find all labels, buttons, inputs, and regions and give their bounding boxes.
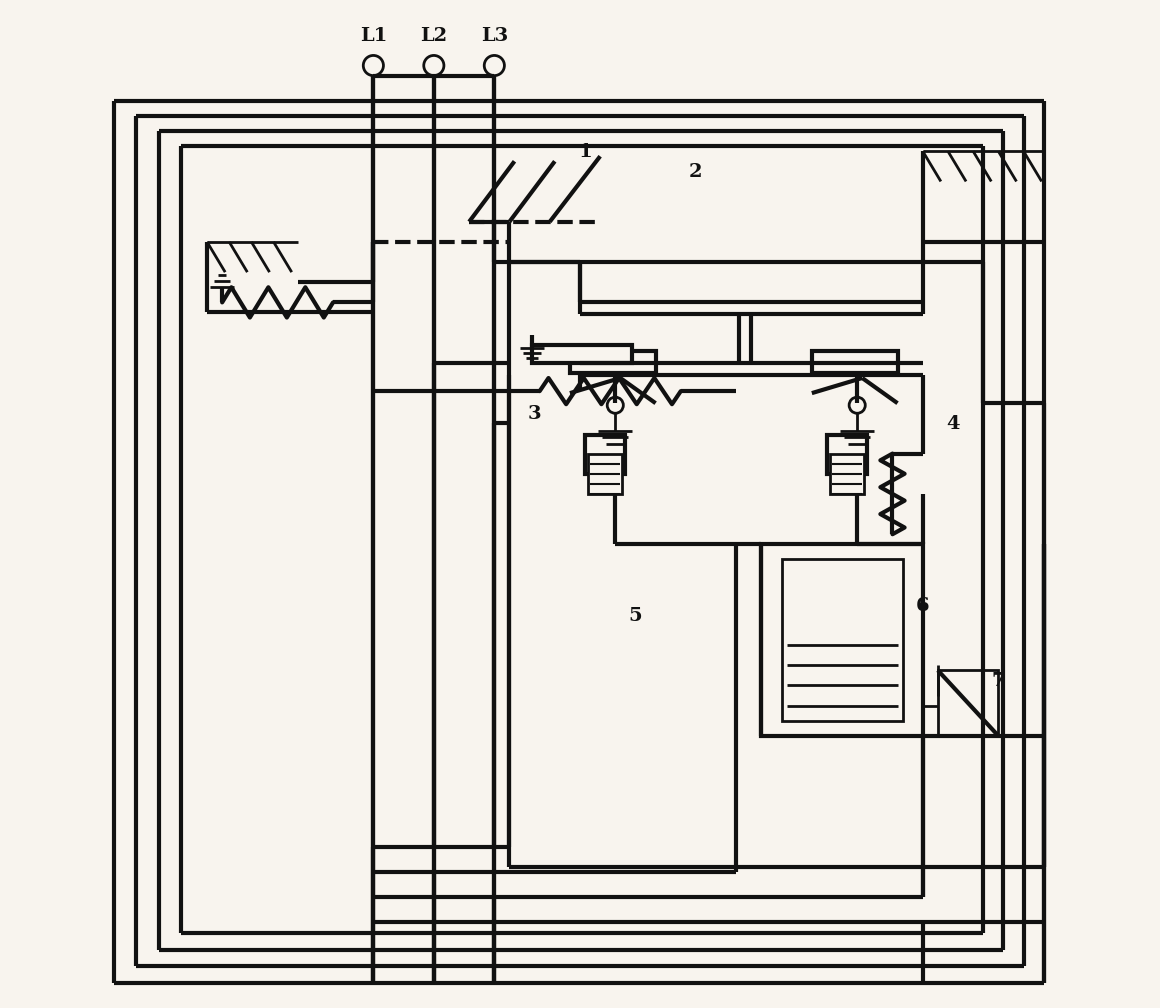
Text: L2: L2 <box>420 27 448 45</box>
Text: 2: 2 <box>689 163 703 181</box>
Text: 5: 5 <box>629 607 643 625</box>
Text: 1: 1 <box>578 143 592 161</box>
Text: 4: 4 <box>947 415 959 433</box>
Bar <box>570 351 655 373</box>
Bar <box>585 435 625 474</box>
Text: 7: 7 <box>992 672 1005 690</box>
Bar <box>782 559 902 721</box>
Bar <box>831 454 864 494</box>
Bar <box>588 454 622 494</box>
Bar <box>827 435 868 474</box>
Bar <box>937 670 999 736</box>
Bar <box>531 345 632 363</box>
Text: 3: 3 <box>528 405 542 423</box>
Bar <box>812 351 898 373</box>
Bar <box>761 544 922 736</box>
Text: L3: L3 <box>480 27 508 45</box>
Text: 6: 6 <box>916 597 929 615</box>
Text: L1: L1 <box>360 27 387 45</box>
